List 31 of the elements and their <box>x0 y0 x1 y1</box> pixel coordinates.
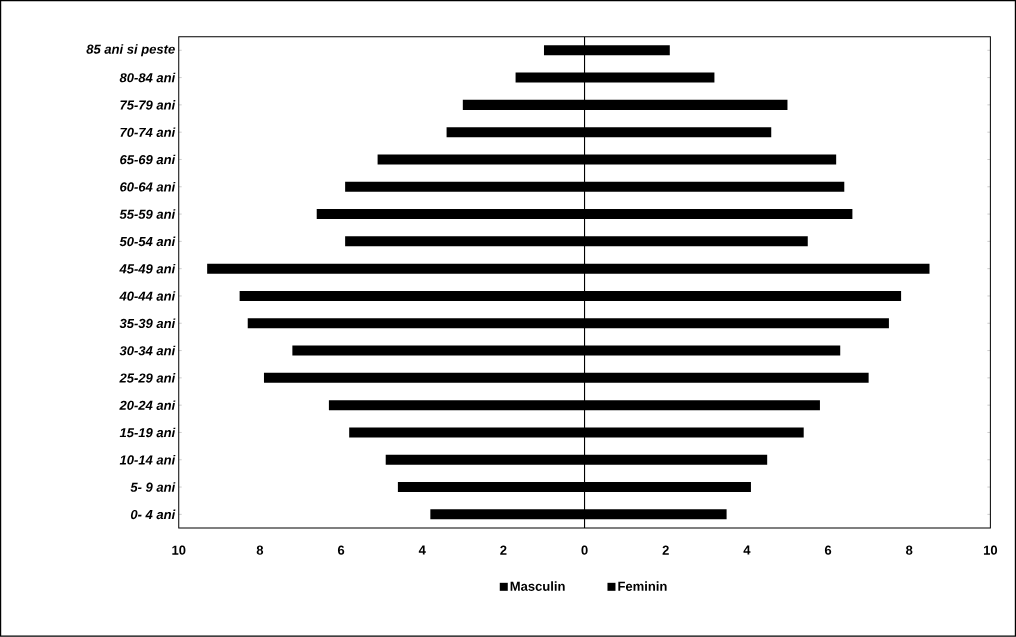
x-tick-label: 10 <box>172 545 186 555</box>
x-tick-label: 10 <box>983 545 998 555</box>
x-tick-label: 8 <box>256 545 264 555</box>
x-tick-label: 0 <box>581 545 588 555</box>
y-tick-label: 65-69 ani <box>120 154 176 165</box>
y-tick-label: 75-79 ani <box>120 100 176 110</box>
y-tick-label: 35-39 ani <box>119 318 176 329</box>
y-tick-label: 45-49 ani <box>119 264 176 274</box>
y-tick-label: 55-59 ani <box>119 209 176 219</box>
x-tick-label: 2 <box>662 545 669 555</box>
y-tick-label: 20-24 ani <box>119 400 176 411</box>
x-tick-label: 6 <box>824 545 832 555</box>
y-tick-label: 40-44 ani <box>119 291 176 301</box>
y-tick-label: 85 ani si peste <box>86 44 175 57</box>
y-tick-label: 70-74 ani <box>120 127 176 138</box>
x-tick-label: 6 <box>337 545 345 555</box>
y-tick-label: 0- 4 ani <box>130 509 176 520</box>
x-tick-label: 8 <box>906 545 913 555</box>
y-tick-label: 60-64 ani <box>120 182 176 192</box>
legend-label: Feminin <box>618 581 667 592</box>
y-tick-label: 50-54 ani <box>119 236 176 247</box>
x-tick-label: 2 <box>500 545 507 555</box>
y-tick-label: 5- 9 ani <box>130 482 176 492</box>
y-tick-label: 80-84 ani <box>119 72 176 83</box>
y-tick-label: 30-34 ani <box>119 345 176 356</box>
y-tick-label: 25-29 ani <box>119 373 176 383</box>
y-tick-label: 15-19 ani <box>119 427 176 438</box>
x-tick-label: 4 <box>418 545 426 555</box>
legend-label: Masculin <box>510 581 565 592</box>
y-tick-label: 10-14 ani <box>119 455 176 465</box>
x-tick-label: 4 <box>743 545 751 555</box>
